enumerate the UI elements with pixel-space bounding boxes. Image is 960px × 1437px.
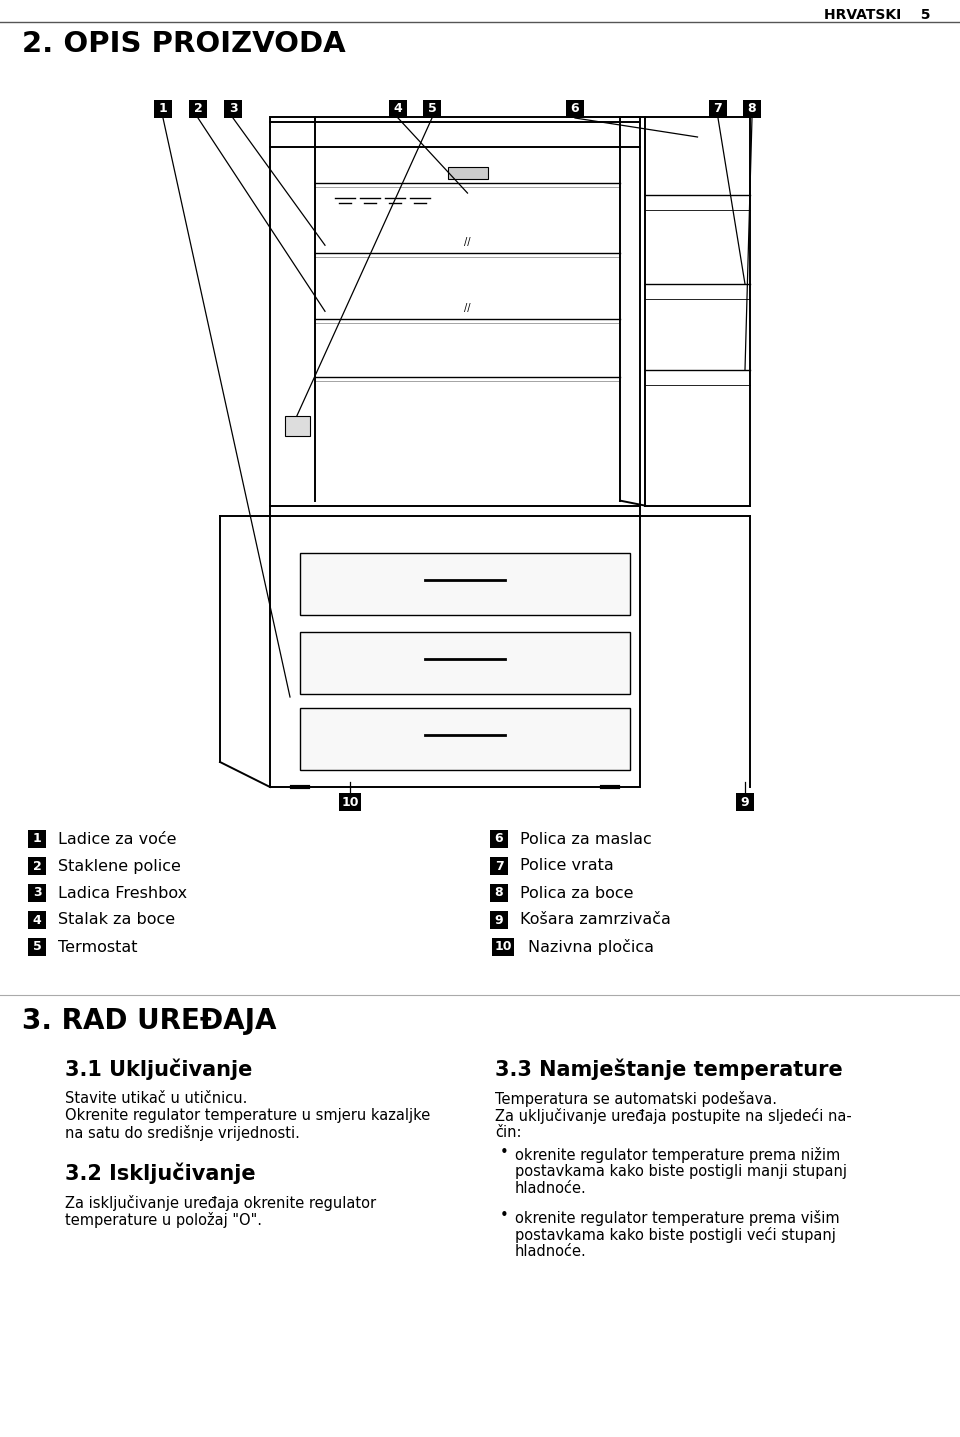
FancyBboxPatch shape: [566, 101, 584, 118]
Text: 3.1 Uključivanje: 3.1 Uključivanje: [65, 1059, 252, 1081]
FancyBboxPatch shape: [423, 101, 441, 118]
Text: Stalak za boce: Stalak za boce: [58, 912, 175, 927]
FancyBboxPatch shape: [224, 101, 242, 118]
Text: 1: 1: [158, 102, 167, 115]
Bar: [447, 167, 488, 180]
Bar: [300, 708, 630, 770]
Bar: [285, 415, 310, 435]
Bar: [300, 632, 630, 694]
FancyBboxPatch shape: [154, 101, 172, 118]
Text: 8: 8: [748, 102, 756, 115]
Text: 6: 6: [494, 832, 503, 845]
Text: •: •: [500, 1209, 509, 1223]
FancyBboxPatch shape: [339, 793, 361, 810]
Text: HRVATSKI    5: HRVATSKI 5: [824, 9, 930, 22]
Text: Police vrata: Police vrata: [520, 858, 613, 874]
Text: Temperatura se automatski podešava.: Temperatura se automatski podešava.: [495, 1091, 777, 1106]
Text: 4: 4: [394, 102, 402, 115]
FancyBboxPatch shape: [709, 101, 727, 118]
Text: 4: 4: [33, 914, 41, 927]
Text: •: •: [500, 1145, 509, 1160]
FancyBboxPatch shape: [28, 911, 46, 928]
FancyBboxPatch shape: [490, 911, 508, 928]
Text: 7: 7: [713, 102, 722, 115]
Text: okrenite regulator temperature prema nižim: okrenite regulator temperature prema niž…: [515, 1147, 840, 1163]
Bar: [300, 553, 630, 615]
Text: 8: 8: [494, 887, 503, 900]
Text: 10: 10: [494, 940, 512, 954]
Text: 3.2 Isključivanje: 3.2 Isključivanje: [65, 1163, 255, 1184]
Text: Košara zamrzivača: Košara zamrzivača: [520, 912, 671, 927]
Polygon shape: [270, 116, 640, 787]
Text: Polica za boce: Polica za boce: [520, 885, 634, 901]
FancyBboxPatch shape: [28, 884, 46, 902]
Text: Ladica Freshbox: Ladica Freshbox: [58, 885, 187, 901]
Text: Za isključivanje uređaja okrenite regulator: Za isključivanje uređaja okrenite regula…: [65, 1196, 376, 1211]
Text: 3. RAD UREĐAJA: 3. RAD UREĐAJA: [22, 1007, 276, 1035]
Text: 3.3 Namještanje temperature: 3.3 Namještanje temperature: [495, 1059, 843, 1081]
Text: 7: 7: [494, 859, 503, 872]
Text: hladnoće.: hladnoće.: [515, 1244, 587, 1259]
Text: 10: 10: [341, 796, 359, 809]
Text: na satu do središnje vrijednosti.: na satu do središnje vrijednosti.: [65, 1125, 300, 1141]
FancyBboxPatch shape: [743, 101, 761, 118]
Text: čin:: čin:: [495, 1125, 521, 1140]
Text: temperature u položaj "O".: temperature u položaj "O".: [65, 1211, 262, 1229]
FancyBboxPatch shape: [736, 793, 754, 810]
Text: Staklene police: Staklene police: [58, 858, 180, 874]
Text: Ladice za voće: Ladice za voće: [58, 832, 177, 846]
FancyBboxPatch shape: [490, 884, 508, 902]
Text: Polica za maslac: Polica za maslac: [520, 832, 652, 846]
Text: 2: 2: [194, 102, 203, 115]
FancyBboxPatch shape: [490, 831, 508, 848]
Text: Nazivna pločica: Nazivna pločica: [528, 938, 654, 956]
FancyBboxPatch shape: [189, 101, 207, 118]
FancyBboxPatch shape: [28, 831, 46, 848]
Text: 9: 9: [494, 914, 503, 927]
Text: 5: 5: [427, 102, 437, 115]
Text: //: //: [465, 237, 470, 247]
Text: 9: 9: [741, 796, 750, 809]
FancyBboxPatch shape: [492, 938, 514, 956]
Text: 2: 2: [33, 859, 41, 872]
Text: 1: 1: [33, 832, 41, 845]
FancyBboxPatch shape: [490, 856, 508, 875]
Text: 3: 3: [33, 887, 41, 900]
Text: Termostat: Termostat: [58, 940, 137, 954]
FancyBboxPatch shape: [389, 101, 407, 118]
Text: //: //: [465, 303, 470, 313]
Text: Stavite utikač u utičnicu.: Stavite utikač u utičnicu.: [65, 1091, 248, 1106]
Text: hladnoće.: hladnoće.: [515, 1181, 587, 1196]
Text: 2. OPIS PROIZVODA: 2. OPIS PROIZVODA: [22, 30, 346, 57]
Text: Za uključivanje uređaja postupite na sljedeći na-: Za uključivanje uređaja postupite na slj…: [495, 1108, 852, 1124]
Text: 6: 6: [570, 102, 579, 115]
FancyBboxPatch shape: [28, 856, 46, 875]
Text: 5: 5: [33, 940, 41, 954]
Text: Okrenite regulator temperature u smjeru kazaljke: Okrenite regulator temperature u smjeru …: [65, 1108, 430, 1122]
Text: postavkama kako biste postigli manji stupanj: postavkama kako biste postigli manji stu…: [515, 1164, 847, 1178]
FancyBboxPatch shape: [28, 938, 46, 956]
Text: okrenite regulator temperature prema višim: okrenite regulator temperature prema viš…: [515, 1210, 840, 1226]
Text: postavkama kako biste postigli veći stupanj: postavkama kako biste postigli veći stup…: [515, 1227, 836, 1243]
Text: 3: 3: [228, 102, 237, 115]
